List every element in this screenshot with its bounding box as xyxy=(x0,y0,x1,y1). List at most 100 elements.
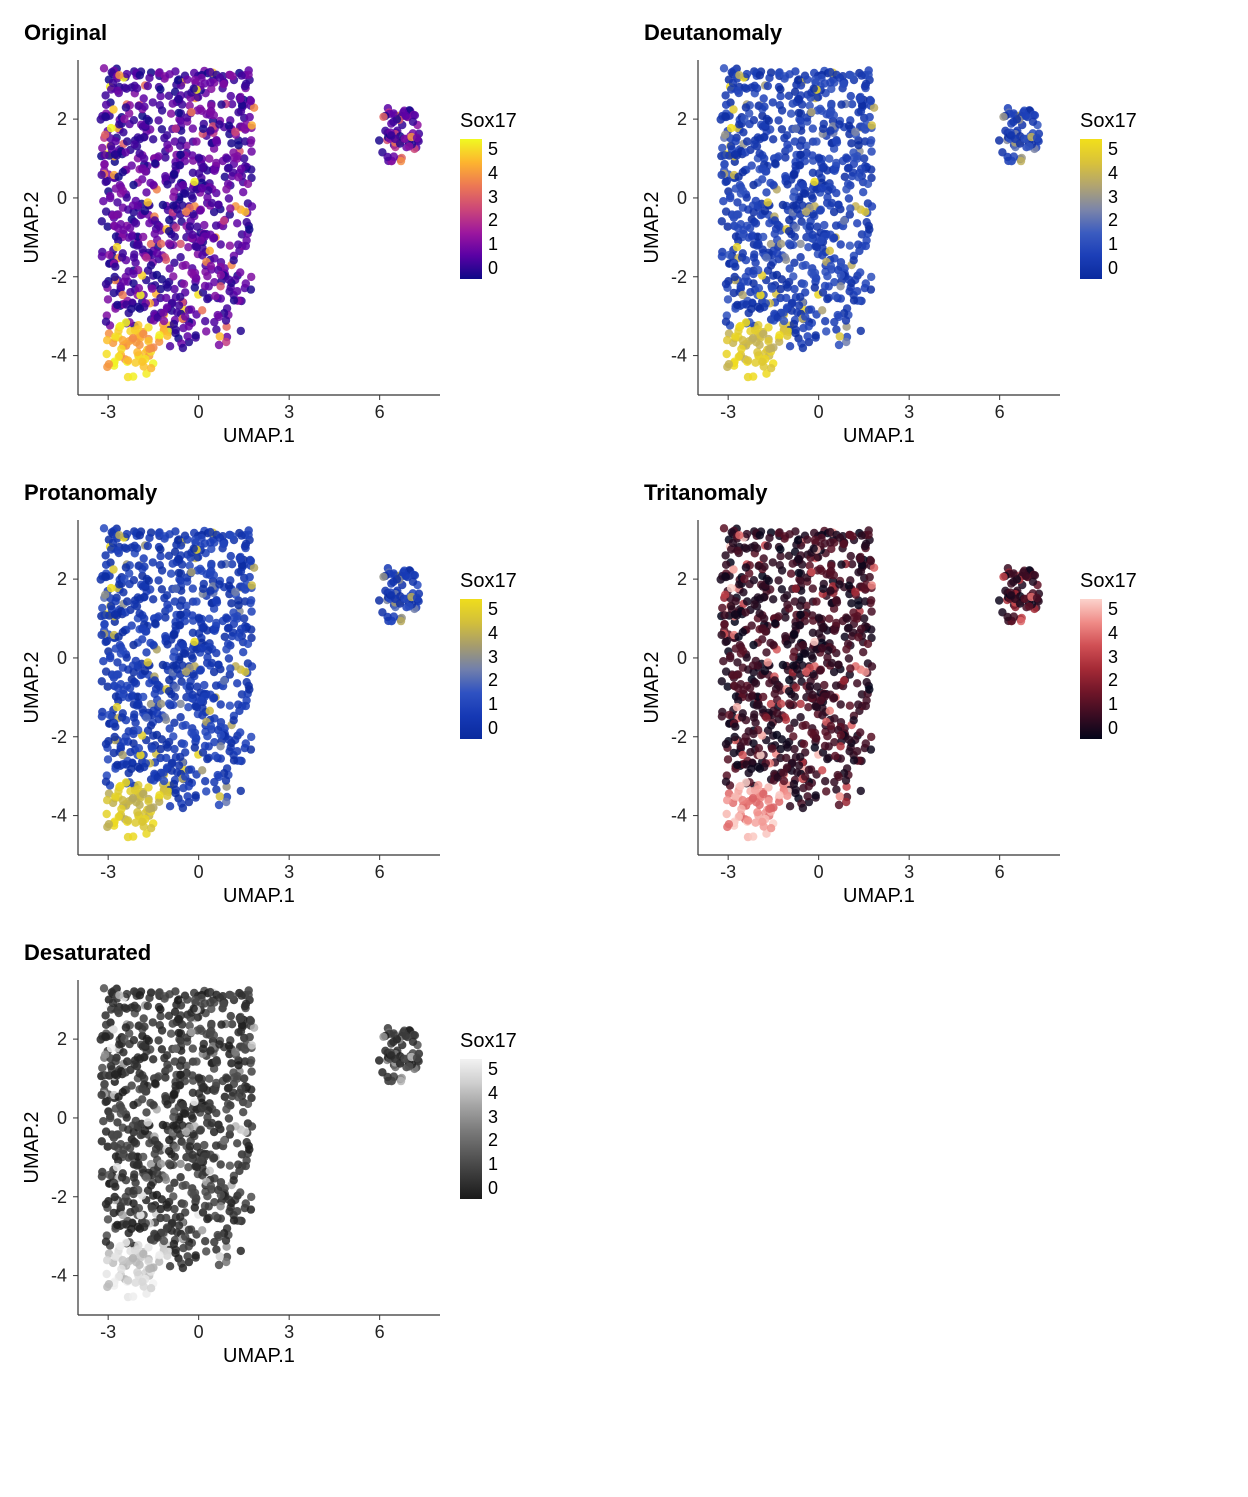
svg-text:3: 3 xyxy=(284,402,294,422)
legend-tick: 5 xyxy=(488,599,498,620)
svg-text:0: 0 xyxy=(194,862,204,882)
legend-tick: 1 xyxy=(1108,694,1118,715)
legend-ticks: 5 4 32 1 0 xyxy=(488,599,498,739)
svg-text:-2: -2 xyxy=(51,727,67,747)
legend-colorbar xyxy=(1080,599,1102,739)
scatter-plot: -3036-4-202UMAP.1UMAP.2 xyxy=(640,50,1070,450)
plot-wrap: -3036-4-202UMAP.1UMAP.2Sox17543210 xyxy=(20,50,600,450)
legend-tick: 0 xyxy=(1108,718,1118,739)
legend-tick: 1 xyxy=(488,1154,498,1175)
svg-text:-2: -2 xyxy=(671,727,687,747)
svg-text:-3: -3 xyxy=(100,862,116,882)
plot-wrap: -3036-4-202UMAP.1UMAP.2Sox17543210 xyxy=(640,50,1220,450)
panel-grid: Original-3036-4-202UMAP.1UMAP.2Sox175432… xyxy=(20,20,1220,1370)
svg-text:0: 0 xyxy=(814,862,824,882)
legend-title: Sox17 xyxy=(460,570,517,593)
color-legend: Sox17543210 xyxy=(460,1030,517,1199)
scatter-plot: -3036-4-202UMAP.1UMAP.2 xyxy=(20,970,450,1370)
svg-text:-4: -4 xyxy=(671,346,687,366)
legend-tick: 4 xyxy=(488,163,498,184)
legend-ticks: 543210 xyxy=(1108,599,1118,739)
legend-tick: 4 xyxy=(488,1083,498,1104)
legend-tick: 3 xyxy=(488,647,498,668)
legend-ticks: 543210 xyxy=(488,1059,498,1199)
legend-tick: 5 xyxy=(1108,139,1118,160)
color-legend: Sox17543210 xyxy=(1080,570,1137,739)
x-axis-label: UMAP.1 xyxy=(223,1345,295,1367)
legend-tick: 1 xyxy=(488,694,498,715)
svg-text:-3: -3 xyxy=(720,402,736,422)
svg-text:3: 3 xyxy=(904,862,914,882)
svg-text:-4: -4 xyxy=(51,806,67,826)
legend-title: Sox17 xyxy=(460,1030,517,1053)
svg-text:-4: -4 xyxy=(671,806,687,826)
svg-text:6: 6 xyxy=(375,862,385,882)
legend-tick: 5 xyxy=(488,139,498,160)
y-axis-label: UMAP.2 xyxy=(641,192,663,264)
svg-text:3: 3 xyxy=(904,402,914,422)
legend-tick: 1 xyxy=(488,234,498,255)
svg-text:0: 0 xyxy=(57,648,67,668)
svg-text:6: 6 xyxy=(995,402,1005,422)
y-axis-label: UMAP.2 xyxy=(21,192,43,264)
color-legend: Sox17 5 4 32 1 0 xyxy=(460,570,517,739)
x-axis-label: UMAP.1 xyxy=(223,425,295,447)
panel-tritanomaly: Tritanomaly-3036-4-202UMAP.1UMAP.2Sox175… xyxy=(640,480,1220,910)
y-axis-label: UMAP.2 xyxy=(21,1112,43,1184)
legend-title: Sox17 xyxy=(1080,570,1137,593)
panel-title: Original xyxy=(24,20,600,46)
plot-wrap: -3036-4-202UMAP.1UMAP.2Sox17543210 xyxy=(20,970,600,1370)
svg-text:-3: -3 xyxy=(100,402,116,422)
color-legend: Sox17 5 4 32 1 0 xyxy=(460,110,517,279)
x-axis-label: UMAP.1 xyxy=(843,885,915,907)
legend-tick: 0 xyxy=(488,1178,498,1199)
x-axis-label: UMAP.1 xyxy=(843,425,915,447)
svg-text:-2: -2 xyxy=(51,267,67,287)
panel-title: Desaturated xyxy=(24,940,600,966)
legend-colorbar xyxy=(460,139,482,279)
scatter-plot: -3036-4-202UMAP.1UMAP.2 xyxy=(20,50,450,450)
legend-tick: 2 xyxy=(1108,210,1118,231)
svg-text:2: 2 xyxy=(677,109,687,129)
svg-text:0: 0 xyxy=(677,188,687,208)
legend-ticks: 5 4 32 1 0 xyxy=(488,139,498,279)
panel-original: Original-3036-4-202UMAP.1UMAP.2Sox175432… xyxy=(20,20,600,450)
legend-tick: 2 xyxy=(1108,670,1118,691)
svg-text:0: 0 xyxy=(57,188,67,208)
svg-text:3: 3 xyxy=(284,862,294,882)
legend-tick: 2 xyxy=(488,1130,498,1151)
plot-wrap: -3 0 3 6 -4 -2 0 2 UMAP.1 UMAP.2 Sox17 5 4 32 1 0 xyxy=(20,510,600,910)
color-legend: Sox17 543210 xyxy=(1080,110,1137,279)
panel-deutanomaly: Deutanomaly-3036-4-202UMAP.1UMAP.2Sox175… xyxy=(640,20,1220,450)
legend-title: Sox17 xyxy=(1080,110,1137,133)
scatter-plot: -3036-4-202UMAP.1UMAP.2 xyxy=(20,510,450,910)
legend-tick: 4 xyxy=(1108,623,1118,644)
svg-text:2: 2 xyxy=(57,109,67,129)
scatter-plot: -3036-4-202UMAP.1UMAP.2 xyxy=(640,510,1070,910)
svg-text:6: 6 xyxy=(375,402,385,422)
legend-colorbar xyxy=(460,1059,482,1199)
legend-ticks: 543210 xyxy=(1108,139,1118,279)
panel-title: Tritanomaly xyxy=(644,480,1220,506)
legend-tick: 5 xyxy=(1108,599,1118,620)
legend-tick: 3 xyxy=(488,1107,498,1128)
y-axis-label: UMAP.2 xyxy=(21,652,43,724)
panel-desaturated: Desaturated-3036-4-202UMAP.1UMAP.2Sox175… xyxy=(20,940,600,1370)
legend-colorbar xyxy=(1080,139,1102,279)
svg-text:0: 0 xyxy=(194,402,204,422)
legend-tick: 0 xyxy=(488,718,498,739)
legend-tick: 0 xyxy=(488,258,498,279)
panel-title: Protanomaly xyxy=(24,480,600,506)
svg-text:-3: -3 xyxy=(720,862,736,882)
legend-tick: 2 xyxy=(488,670,498,691)
svg-text:0: 0 xyxy=(814,402,824,422)
x-axis-label: UMAP.1 xyxy=(223,885,295,907)
legend-tick: 4 xyxy=(488,623,498,644)
legend-tick: 2 xyxy=(488,210,498,231)
svg-text:6: 6 xyxy=(995,862,1005,882)
legend-colorbar xyxy=(460,599,482,739)
legend-title: Sox17 xyxy=(460,110,517,133)
panel-protanomaly: Protanomaly -3 0 3 6 -4 -2 0 2 UMAP.1 UMAP.2 Sox17 5… xyxy=(20,480,600,910)
plot-wrap: -3036-4-202UMAP.1UMAP.2Sox17543210 xyxy=(640,510,1220,910)
legend-tick: 3 xyxy=(488,187,498,208)
